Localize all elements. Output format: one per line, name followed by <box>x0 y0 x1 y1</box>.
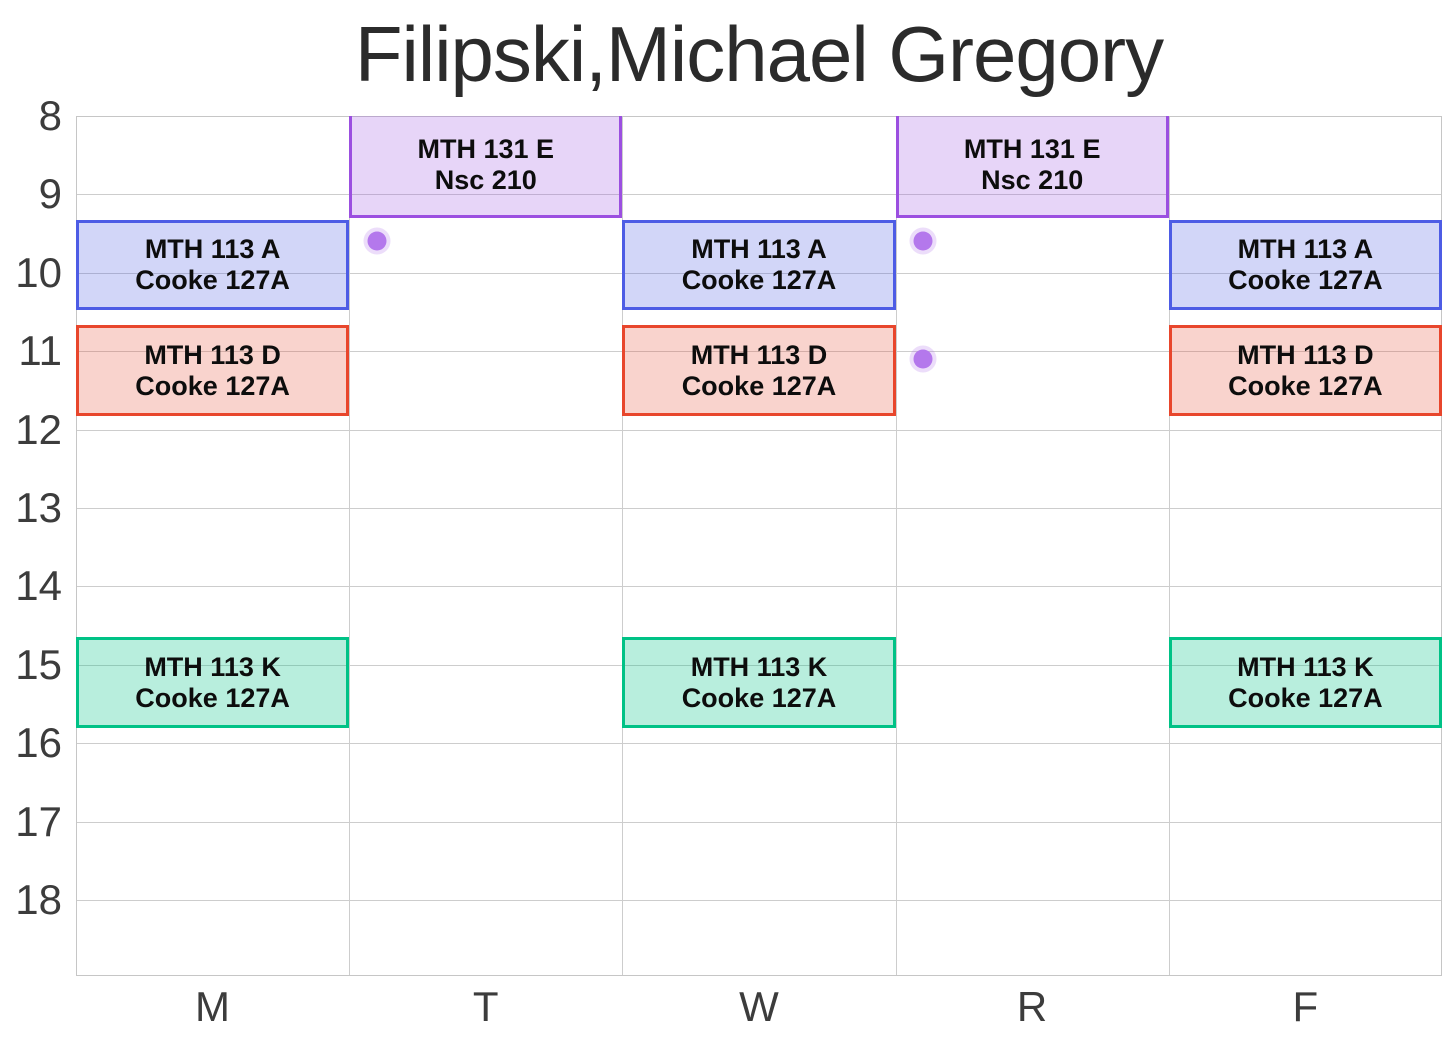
day-separator <box>622 116 623 976</box>
event-block: MTH 113 D Cooke 127A <box>622 325 896 417</box>
day-label: W <box>739 983 779 1030</box>
event-block: MTH 113 A Cooke 127A <box>76 220 350 310</box>
event-room: Cooke 127A <box>135 264 290 295</box>
hour-gridline <box>76 351 1442 353</box>
hour-gridline <box>76 664 1442 666</box>
event-title: MTH 113 D <box>144 339 281 370</box>
event-title: MTH 113 K <box>144 651 281 682</box>
event-title: MTH 113 K <box>1237 651 1374 682</box>
y-tick-label: 16 <box>15 719 62 767</box>
y-tick-label: 13 <box>15 484 62 531</box>
event-block: MTH 113 K Cooke 127A <box>76 637 350 729</box>
hour-gridline <box>76 429 1442 431</box>
event-block: MTH 131 E Nsc 210 <box>349 116 623 218</box>
day-separator <box>349 116 350 976</box>
hour-gridline <box>76 743 1442 745</box>
y-tick-label: 8 <box>38 92 62 139</box>
y-tick-label: 14 <box>15 562 62 610</box>
event-block: MTH 113 A Cooke 127A <box>622 220 896 310</box>
hour-gridline <box>76 272 1442 274</box>
event-room: Cooke 127A <box>1228 682 1383 713</box>
event-title: MTH 113 D <box>1237 339 1374 370</box>
event-marker-dot <box>913 349 933 369</box>
event-block: MTH 113 A Cooke 127A <box>1168 220 1442 310</box>
event-block: MTH 113 D Cooke 127A <box>76 325 350 417</box>
event-block: MTH 131 E Nsc 210 <box>895 116 1169 218</box>
event-room: Cooke 127A <box>681 264 837 295</box>
event-room: Nsc 210 <box>434 165 537 196</box>
event-marker-dot <box>367 231 387 251</box>
event-room: Cooke 127A <box>135 682 290 713</box>
plot-frame <box>76 116 1442 976</box>
event-block: MTH 113 D Cooke 127A <box>1168 325 1442 417</box>
event-title: MTH 113 A <box>691 233 827 264</box>
event-room: Cooke 127A <box>681 370 837 401</box>
event-room: Cooke 127A <box>681 682 837 713</box>
day-label: M <box>195 983 230 1030</box>
event-room: Cooke 127A <box>1228 264 1383 295</box>
y-tick-label: 11 <box>18 327 62 375</box>
y-tick-label: 18 <box>15 876 62 923</box>
hour-gridline <box>76 586 1442 588</box>
hour-gridline <box>76 194 1442 196</box>
event-title: MTH 131 E <box>417 134 555 165</box>
event-room: Cooke 127A <box>1228 370 1383 401</box>
event-title: MTH 131 E <box>963 134 1101 165</box>
y-tick-label: 15 <box>15 640 62 688</box>
hour-gridline <box>76 900 1442 901</box>
day-label: R <box>1016 983 1048 1030</box>
y-tick-label: 10 <box>15 248 62 296</box>
event-room: Cooke 127A <box>135 370 290 401</box>
event-title: MTH 113 A <box>1237 233 1374 264</box>
day-separator <box>896 116 897 976</box>
y-tick-label: 9 <box>38 170 62 218</box>
day-label: F <box>1292 983 1319 1030</box>
y-tick-label: 17 <box>15 797 62 845</box>
event-room: Nsc 210 <box>981 165 1084 196</box>
y-tick-label: 12 <box>15 405 62 453</box>
event-block: MTH 113 K Cooke 127A <box>622 637 896 729</box>
event-marker-dot <box>913 231 933 251</box>
event-title: MTH 113 K <box>690 651 828 682</box>
event-title: MTH 113 D <box>690 339 828 370</box>
event-block: MTH 113 K Cooke 127A <box>1168 637 1442 729</box>
day-separator <box>1169 116 1170 976</box>
hour-gridline <box>76 508 1442 509</box>
hour-gridline <box>76 821 1442 823</box>
plot-area: MTH 131 E Nsc 210 MTH 131 E Nsc 210 MTH 113 … <box>76 116 1442 976</box>
event-title: MTH 113 A <box>144 233 281 264</box>
chart-title: Filipski,Michael Gregory <box>354 10 1164 98</box>
day-label: T <box>472 983 499 1030</box>
